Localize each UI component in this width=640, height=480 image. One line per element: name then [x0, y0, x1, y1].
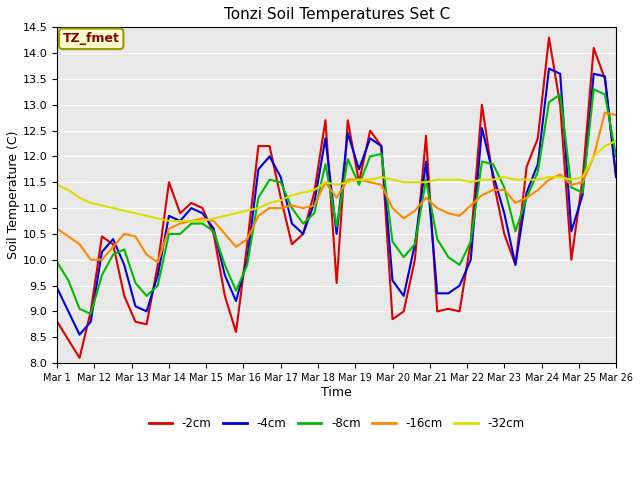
X-axis label: Time: Time	[321, 385, 352, 398]
Legend: -2cm, -4cm, -8cm, -16cm, -32cm: -2cm, -4cm, -8cm, -16cm, -32cm	[144, 413, 529, 435]
Title: Tonzi Soil Temperatures Set C: Tonzi Soil Temperatures Set C	[223, 7, 450, 22]
Y-axis label: Soil Temperature (C): Soil Temperature (C)	[7, 131, 20, 259]
Text: TZ_fmet: TZ_fmet	[63, 32, 120, 45]
